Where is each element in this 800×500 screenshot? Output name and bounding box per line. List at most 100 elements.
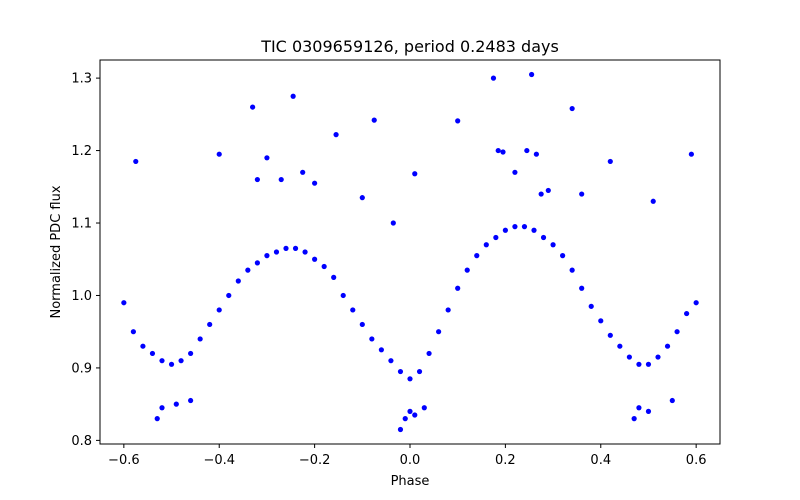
y-tick-label: 1.3 xyxy=(71,72,92,87)
y-tick-label: 0.8 xyxy=(71,434,92,449)
data-point xyxy=(421,405,427,411)
data-point xyxy=(359,321,365,328)
data-point xyxy=(312,256,318,262)
data-point xyxy=(540,234,547,241)
data-point xyxy=(235,278,241,284)
data-point xyxy=(664,343,671,349)
data-point xyxy=(254,176,260,183)
x-tick-label: 0.0 xyxy=(400,453,421,468)
data-point xyxy=(500,149,506,155)
data-point xyxy=(674,329,680,335)
data-point xyxy=(292,245,299,251)
data-point xyxy=(533,151,539,157)
data-point xyxy=(693,300,699,306)
data-point xyxy=(302,249,308,255)
data-point xyxy=(300,169,306,175)
data-point xyxy=(340,292,346,299)
data-point xyxy=(273,249,280,255)
data-point xyxy=(154,416,160,422)
data-point xyxy=(512,224,518,230)
x-axis: −0.6 −0.4 −0.2 0.0 0.2 0.4 0.6 xyxy=(108,444,706,468)
data-point xyxy=(121,300,127,306)
data-point xyxy=(130,329,136,335)
data-point xyxy=(688,151,694,157)
data-point xyxy=(197,336,203,342)
data-point xyxy=(588,303,594,309)
data-point xyxy=(397,426,404,433)
data-point xyxy=(607,158,613,165)
data-point xyxy=(455,118,461,124)
data-point xyxy=(168,361,175,367)
data-point xyxy=(569,105,575,112)
data-point xyxy=(669,397,675,404)
y-tick-label: 1.2 xyxy=(71,144,92,159)
data-point xyxy=(331,274,337,280)
x-tick-label: −0.4 xyxy=(203,453,235,468)
chart-title: TIC 0309659126, period 0.2483 days xyxy=(260,37,559,56)
data-point xyxy=(159,358,165,364)
data-point xyxy=(188,397,194,404)
data-point xyxy=(455,285,461,291)
data-point xyxy=(495,147,501,154)
data-point xyxy=(245,267,251,273)
data-point xyxy=(607,332,613,338)
data-point xyxy=(290,93,296,99)
data-point xyxy=(650,198,656,204)
data-point xyxy=(283,245,289,251)
data-point xyxy=(579,285,585,291)
data-point xyxy=(579,191,585,197)
data-point xyxy=(416,368,423,375)
data-point xyxy=(598,318,604,324)
data-point xyxy=(333,132,339,138)
data-point xyxy=(369,336,375,342)
data-point xyxy=(512,169,518,175)
data-point xyxy=(207,321,213,328)
data-point xyxy=(524,147,530,154)
data-point xyxy=(133,158,139,165)
data-point xyxy=(636,405,642,411)
data-point xyxy=(407,408,413,414)
data-point xyxy=(631,416,637,422)
data-point xyxy=(312,180,318,186)
data-point xyxy=(531,227,537,233)
scatter-points xyxy=(121,71,699,433)
data-point xyxy=(178,358,184,364)
x-tick-label: 0.4 xyxy=(590,453,611,468)
data-point xyxy=(264,253,270,259)
data-point xyxy=(388,358,394,364)
x-tick-label: −0.6 xyxy=(108,453,140,468)
data-point xyxy=(569,267,575,273)
data-point xyxy=(538,191,544,197)
data-point xyxy=(474,253,480,259)
data-point xyxy=(436,329,442,335)
data-point xyxy=(645,408,652,414)
data-point xyxy=(645,361,652,367)
data-point xyxy=(445,307,451,313)
x-axis-label: Phase xyxy=(391,474,430,489)
data-point xyxy=(464,267,470,273)
data-point xyxy=(390,220,396,226)
data-point xyxy=(655,354,661,360)
x-tick-label: −0.2 xyxy=(299,453,331,468)
data-point xyxy=(529,71,535,78)
data-point xyxy=(371,117,377,123)
x-tick-label: 0.6 xyxy=(686,453,707,468)
y-axis: 0.8 0.9 1.0 1.1 1.2 1.3 xyxy=(71,72,100,449)
data-point xyxy=(560,253,566,259)
data-point xyxy=(626,354,632,360)
data-point xyxy=(216,151,222,157)
data-point xyxy=(412,171,418,177)
data-point xyxy=(412,412,418,418)
data-point xyxy=(426,350,432,357)
data-point xyxy=(493,234,499,241)
data-point xyxy=(378,347,384,353)
data-point xyxy=(545,187,551,194)
data-point xyxy=(502,227,508,233)
data-point xyxy=(550,242,556,248)
data-point xyxy=(617,343,623,349)
data-point xyxy=(173,401,179,407)
y-axis-label: Normalized PDC flux xyxy=(49,185,64,318)
data-point xyxy=(359,195,365,201)
